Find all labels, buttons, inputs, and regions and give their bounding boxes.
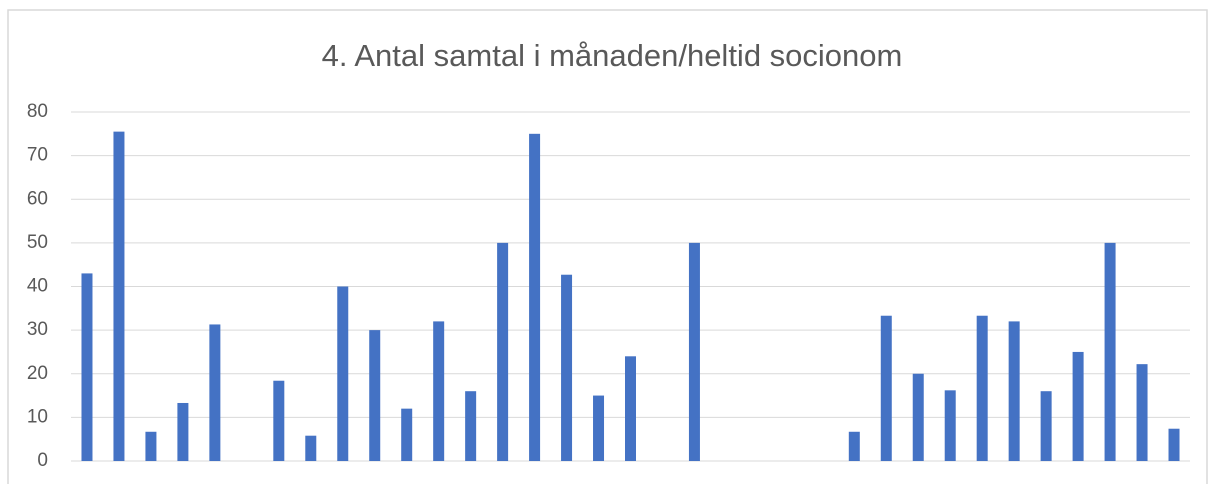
bar [561,274,573,461]
bar [401,408,413,461]
bar [848,431,860,461]
y-tick-label: 50 [27,232,48,253]
bar [1072,351,1084,461]
bar [1008,321,1020,461]
bar [433,321,445,461]
bar [1104,242,1116,461]
bar [688,242,700,461]
bar [273,380,285,461]
bar [305,435,317,461]
bar [1136,364,1148,461]
y-tick-label: 80 [27,101,48,122]
bar [369,330,381,461]
bar [337,286,349,461]
chart-title: 4. Antal samtal i månaden/heltid sociono… [322,38,903,73]
bar [529,133,541,461]
bar [497,242,509,461]
bar [880,315,892,461]
bar [177,402,189,461]
y-tick-label: 70 [27,145,48,166]
bar [593,395,605,461]
bar [113,131,125,461]
bar [625,356,636,461]
y-tick-label: 20 [27,363,48,384]
y-tick-label: 0 [37,450,48,471]
bar [145,431,157,461]
y-tick-label: 40 [27,276,48,297]
bar [465,391,477,461]
bar [912,373,924,461]
bar [81,273,93,461]
y-tick-label: 60 [27,188,48,209]
bar [209,324,221,461]
bar [944,390,956,461]
bar [976,315,988,461]
y-tick-label: 10 [27,406,48,427]
chart-border [7,9,1208,489]
bar [1040,391,1052,461]
y-tick-label: 30 [27,319,48,340]
bar [1168,428,1180,461]
